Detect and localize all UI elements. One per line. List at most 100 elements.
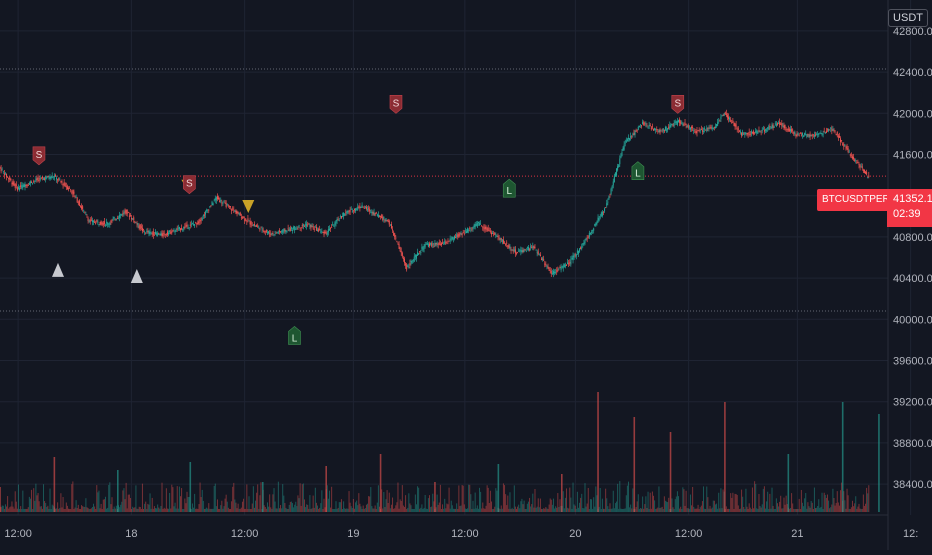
volume-bar <box>622 508 624 512</box>
candle-body <box>337 219 339 220</box>
volume-bar <box>186 491 188 512</box>
volume-bar <box>825 497 827 512</box>
candle-body <box>126 209 128 214</box>
candle-body <box>564 265 566 267</box>
candle-body <box>639 124 641 126</box>
volume-bar <box>749 507 751 512</box>
volume-bar <box>547 508 549 512</box>
time-tick-label: 12:00 <box>675 528 703 540</box>
candle-body <box>479 223 481 225</box>
candle-body <box>226 204 228 205</box>
time-axis[interactable]: 12:00 18 12:00 19 12:00 20 12:00 21 12: <box>4 528 918 540</box>
candle-body <box>705 129 707 131</box>
candle-body <box>531 246 533 249</box>
candle-body <box>330 227 332 229</box>
candle-body <box>596 221 598 224</box>
volume-bar <box>302 483 304 512</box>
candle-body <box>362 206 364 208</box>
volume-spike <box>434 482 436 512</box>
volume-bar <box>368 496 370 512</box>
volume-bar <box>682 487 684 512</box>
candle-body <box>635 130 637 132</box>
candle-body <box>409 263 411 266</box>
volume-bar <box>322 508 324 512</box>
candle-body <box>722 115 724 117</box>
candle-body <box>276 231 278 233</box>
candle-body <box>729 117 731 120</box>
long-signal-marker: L <box>631 161 645 180</box>
volume-bar <box>770 508 772 512</box>
volume-bar <box>127 494 129 512</box>
volume-bar <box>202 500 204 512</box>
candle-body <box>246 220 248 222</box>
candle-body <box>505 244 507 245</box>
candle-body <box>623 144 625 150</box>
candle-body <box>739 131 741 133</box>
candle-body <box>743 133 745 135</box>
volume-bar <box>307 504 309 512</box>
volume-bar <box>334 508 336 512</box>
candle-body <box>3 173 5 176</box>
volume-bar <box>450 500 452 512</box>
volume-bar <box>66 505 68 512</box>
volume-bar <box>655 508 657 512</box>
candle-body <box>194 224 196 226</box>
candle-body <box>632 133 634 135</box>
candle-body <box>831 129 833 131</box>
candle-body <box>544 263 546 265</box>
volume-bar <box>636 501 638 512</box>
volume-bar <box>736 495 738 512</box>
price-axis[interactable]: 38400.038800.039200.039600.040000.040400… <box>893 26 932 491</box>
candle-body <box>1 169 3 171</box>
volume-bar <box>219 508 221 512</box>
candle-body <box>378 216 380 218</box>
volume-bar <box>720 488 722 512</box>
candle-body <box>861 166 863 169</box>
candle-body <box>782 126 784 128</box>
candle-body <box>485 226 487 229</box>
candle-body <box>726 115 728 118</box>
candle-body <box>326 232 328 235</box>
candle-body <box>91 220 93 223</box>
candle-body <box>175 228 177 232</box>
candle-body <box>645 123 647 125</box>
volume-bar <box>627 481 629 512</box>
candle-body <box>767 127 769 129</box>
volume-bar <box>654 500 656 512</box>
volume-bar <box>31 489 33 512</box>
candle-body <box>613 175 615 183</box>
candle-body <box>796 134 798 137</box>
candle-body <box>520 250 522 253</box>
volume-bar <box>705 509 707 512</box>
long-signal-marker: L <box>502 178 516 198</box>
candle-body <box>54 175 56 177</box>
candle-body <box>498 237 500 239</box>
volume-bar <box>447 504 449 512</box>
volume-bar <box>757 508 759 512</box>
volume-bar <box>584 483 586 512</box>
volume-bar <box>776 503 778 512</box>
candle-body <box>147 230 149 233</box>
last-price-value: 41352.1 <box>893 193 932 205</box>
candle-body <box>784 125 786 129</box>
volume-bar <box>538 507 540 512</box>
volume-bar <box>52 505 54 512</box>
volume-bar <box>758 493 760 512</box>
volume-bar <box>326 485 328 512</box>
volume-bar <box>233 482 235 512</box>
candle-body <box>462 231 464 234</box>
candle-body <box>610 188 612 195</box>
currency-selector-button[interactable]: USDT <box>888 9 928 27</box>
candle-body <box>196 222 198 225</box>
candle-body <box>718 120 720 122</box>
candle-body <box>488 230 490 232</box>
volume-bar <box>642 496 644 512</box>
volume-bar <box>188 496 190 512</box>
volume-bar <box>678 496 680 512</box>
candle-body <box>725 113 727 116</box>
candle-body <box>591 231 593 233</box>
candle-body <box>538 254 540 256</box>
candle-body <box>265 230 267 232</box>
